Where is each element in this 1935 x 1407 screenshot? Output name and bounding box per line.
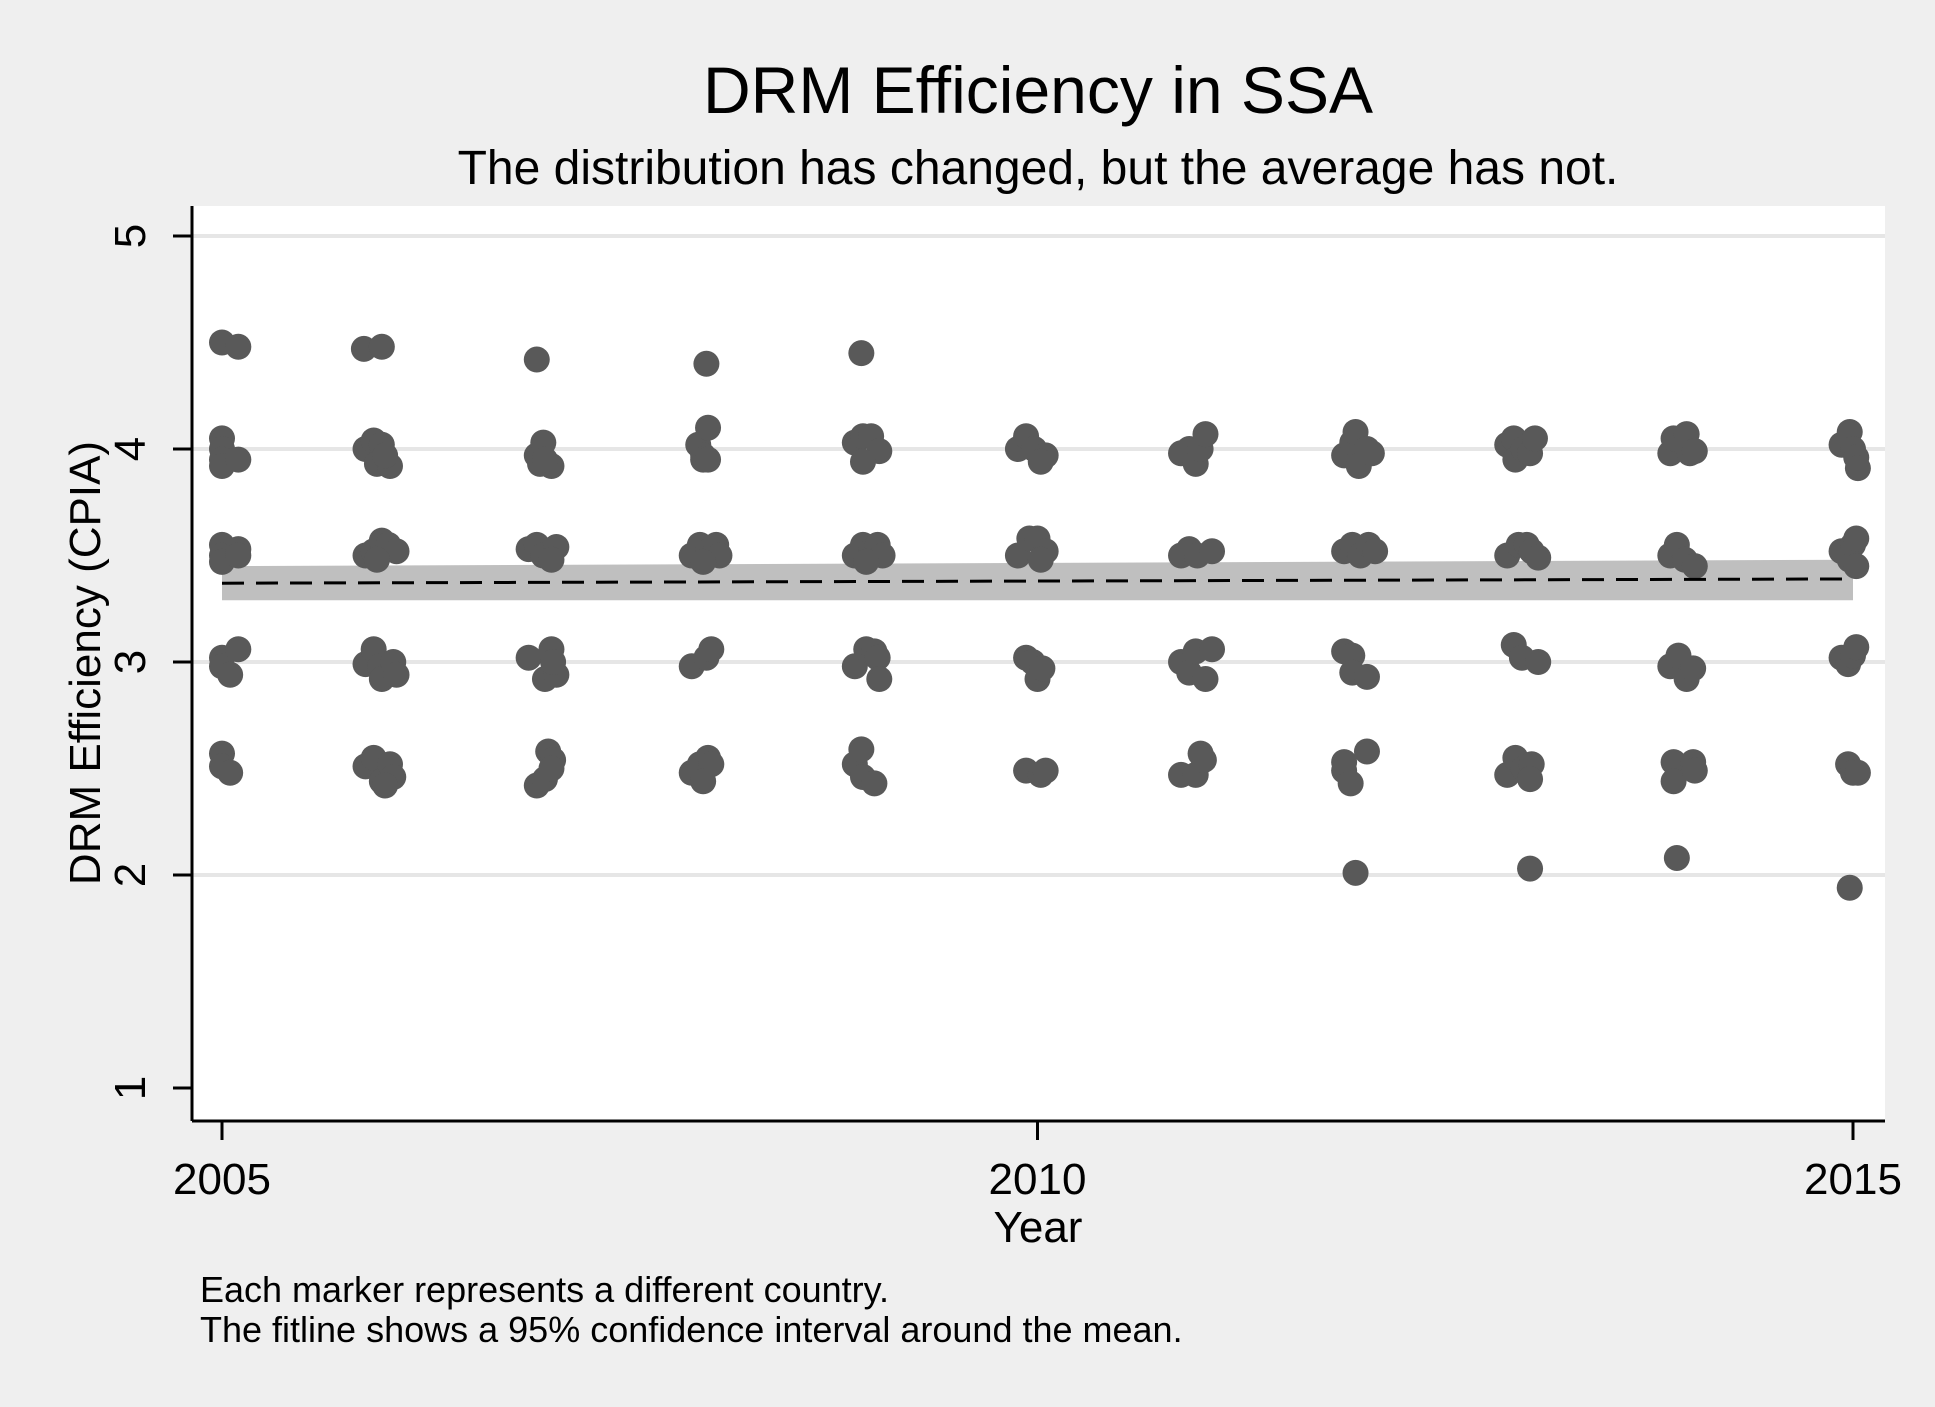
- data-point-65: [538, 755, 565, 782]
- data-point-86: [848, 340, 875, 367]
- chart-title: DRM Efficiency in SSA: [703, 53, 1373, 127]
- data-point-159: [1337, 770, 1364, 797]
- data-point-1: [225, 333, 252, 360]
- data-point-161: [1342, 859, 1369, 886]
- data-point-175: [1525, 649, 1552, 675]
- data-point-158: [1331, 749, 1358, 776]
- data-point-196: [1660, 768, 1687, 795]
- confidence-band: [222, 559, 1853, 601]
- data-point-15: [225, 636, 252, 663]
- x-tick-label-0: 2005: [173, 1155, 271, 1204]
- tick-labels: 1 2 3 4 5 2005 2010 2015: [106, 224, 1902, 1204]
- data-point-102: [866, 666, 893, 693]
- data-point-123: [1032, 757, 1059, 784]
- data-point-104: [848, 736, 875, 763]
- data-point-38: [383, 661, 410, 688]
- note-line-1: Each marker represents a different count…: [200, 1269, 889, 1310]
- data-point-136: [1192, 666, 1219, 693]
- x-tick-label-1: 2010: [989, 1155, 1087, 1204]
- data-point-216: [1844, 759, 1871, 786]
- data-point-101: [864, 644, 891, 671]
- data-point-20: [368, 333, 395, 360]
- data-point-55: [538, 546, 565, 573]
- y-tick-label-2: 3: [106, 650, 155, 674]
- data-point-156: [1353, 663, 1380, 690]
- data-point-128: [1192, 421, 1219, 448]
- data-point-11: [225, 542, 252, 569]
- y-tick-label-3: 4: [106, 437, 155, 461]
- data-point-91: [849, 448, 876, 475]
- data-point-204: [1844, 455, 1871, 482]
- y-tick-label-1: 2: [106, 863, 155, 887]
- data-point-180: [1517, 766, 1544, 793]
- y-tick-label-0: 1: [106, 1076, 155, 1100]
- data-point-97: [853, 548, 880, 575]
- data-point-217: [1836, 874, 1863, 901]
- data-point-31: [383, 538, 410, 565]
- data-point-147: [1358, 440, 1385, 467]
- data-point-6: [225, 446, 252, 473]
- data-point-172: [1525, 544, 1552, 571]
- data-point-71: [695, 446, 722, 473]
- data-point-120: [1029, 655, 1056, 682]
- note-line-2: The fitline shows a 95% confidence inter…: [200, 1309, 1183, 1350]
- x-tick-label-2: 2015: [1804, 1155, 1902, 1204]
- data-point-44: [372, 772, 399, 799]
- chart-subtitle: The distribution has changed, but the av…: [458, 142, 1619, 195]
- data-point-60: [540, 649, 567, 675]
- data-point-167: [1521, 425, 1548, 452]
- data-point-199: [1663, 844, 1690, 871]
- data-point-160: [1353, 738, 1380, 765]
- data-point-198: [1681, 757, 1708, 784]
- data-point-18: [217, 759, 244, 786]
- data-point-77: [690, 548, 717, 575]
- data-point-195: [1660, 749, 1687, 776]
- data-point-194: [1680, 655, 1707, 682]
- data-point-209: [1843, 553, 1870, 580]
- data-point-106: [861, 770, 888, 797]
- data-point-208: [1843, 525, 1870, 552]
- data-point-190: [1681, 553, 1708, 580]
- data-point-111: [1027, 448, 1054, 475]
- y-axis-title: DRM Efficiency (CPIA): [61, 441, 110, 885]
- y-tick-label-4: 5: [106, 224, 155, 248]
- data-point-45: [523, 346, 550, 373]
- data-point-32: [363, 546, 390, 573]
- data-point-85: [690, 768, 717, 795]
- axes: [173, 206, 1885, 1140]
- data-point-132: [1199, 538, 1226, 565]
- data-point-26: [372, 442, 399, 469]
- x-axis-title: Year: [994, 1203, 1083, 1252]
- data-point-56: [515, 644, 542, 671]
- ci-band: [222, 559, 1853, 601]
- data-point-137: [1199, 636, 1226, 663]
- data-point-181: [1517, 855, 1544, 882]
- data-point-50: [531, 446, 558, 473]
- data-point-70: [695, 414, 722, 441]
- data-point-80: [698, 636, 725, 663]
- data-point-152: [1362, 538, 1389, 565]
- data-points: [209, 329, 1871, 901]
- data-point-66: [693, 350, 720, 377]
- data-point-213: [1843, 634, 1870, 661]
- data-point-116: [1027, 546, 1054, 573]
- data-point-14: [217, 661, 244, 688]
- data-point-186: [1681, 438, 1708, 465]
- data-point-141: [1190, 746, 1217, 773]
